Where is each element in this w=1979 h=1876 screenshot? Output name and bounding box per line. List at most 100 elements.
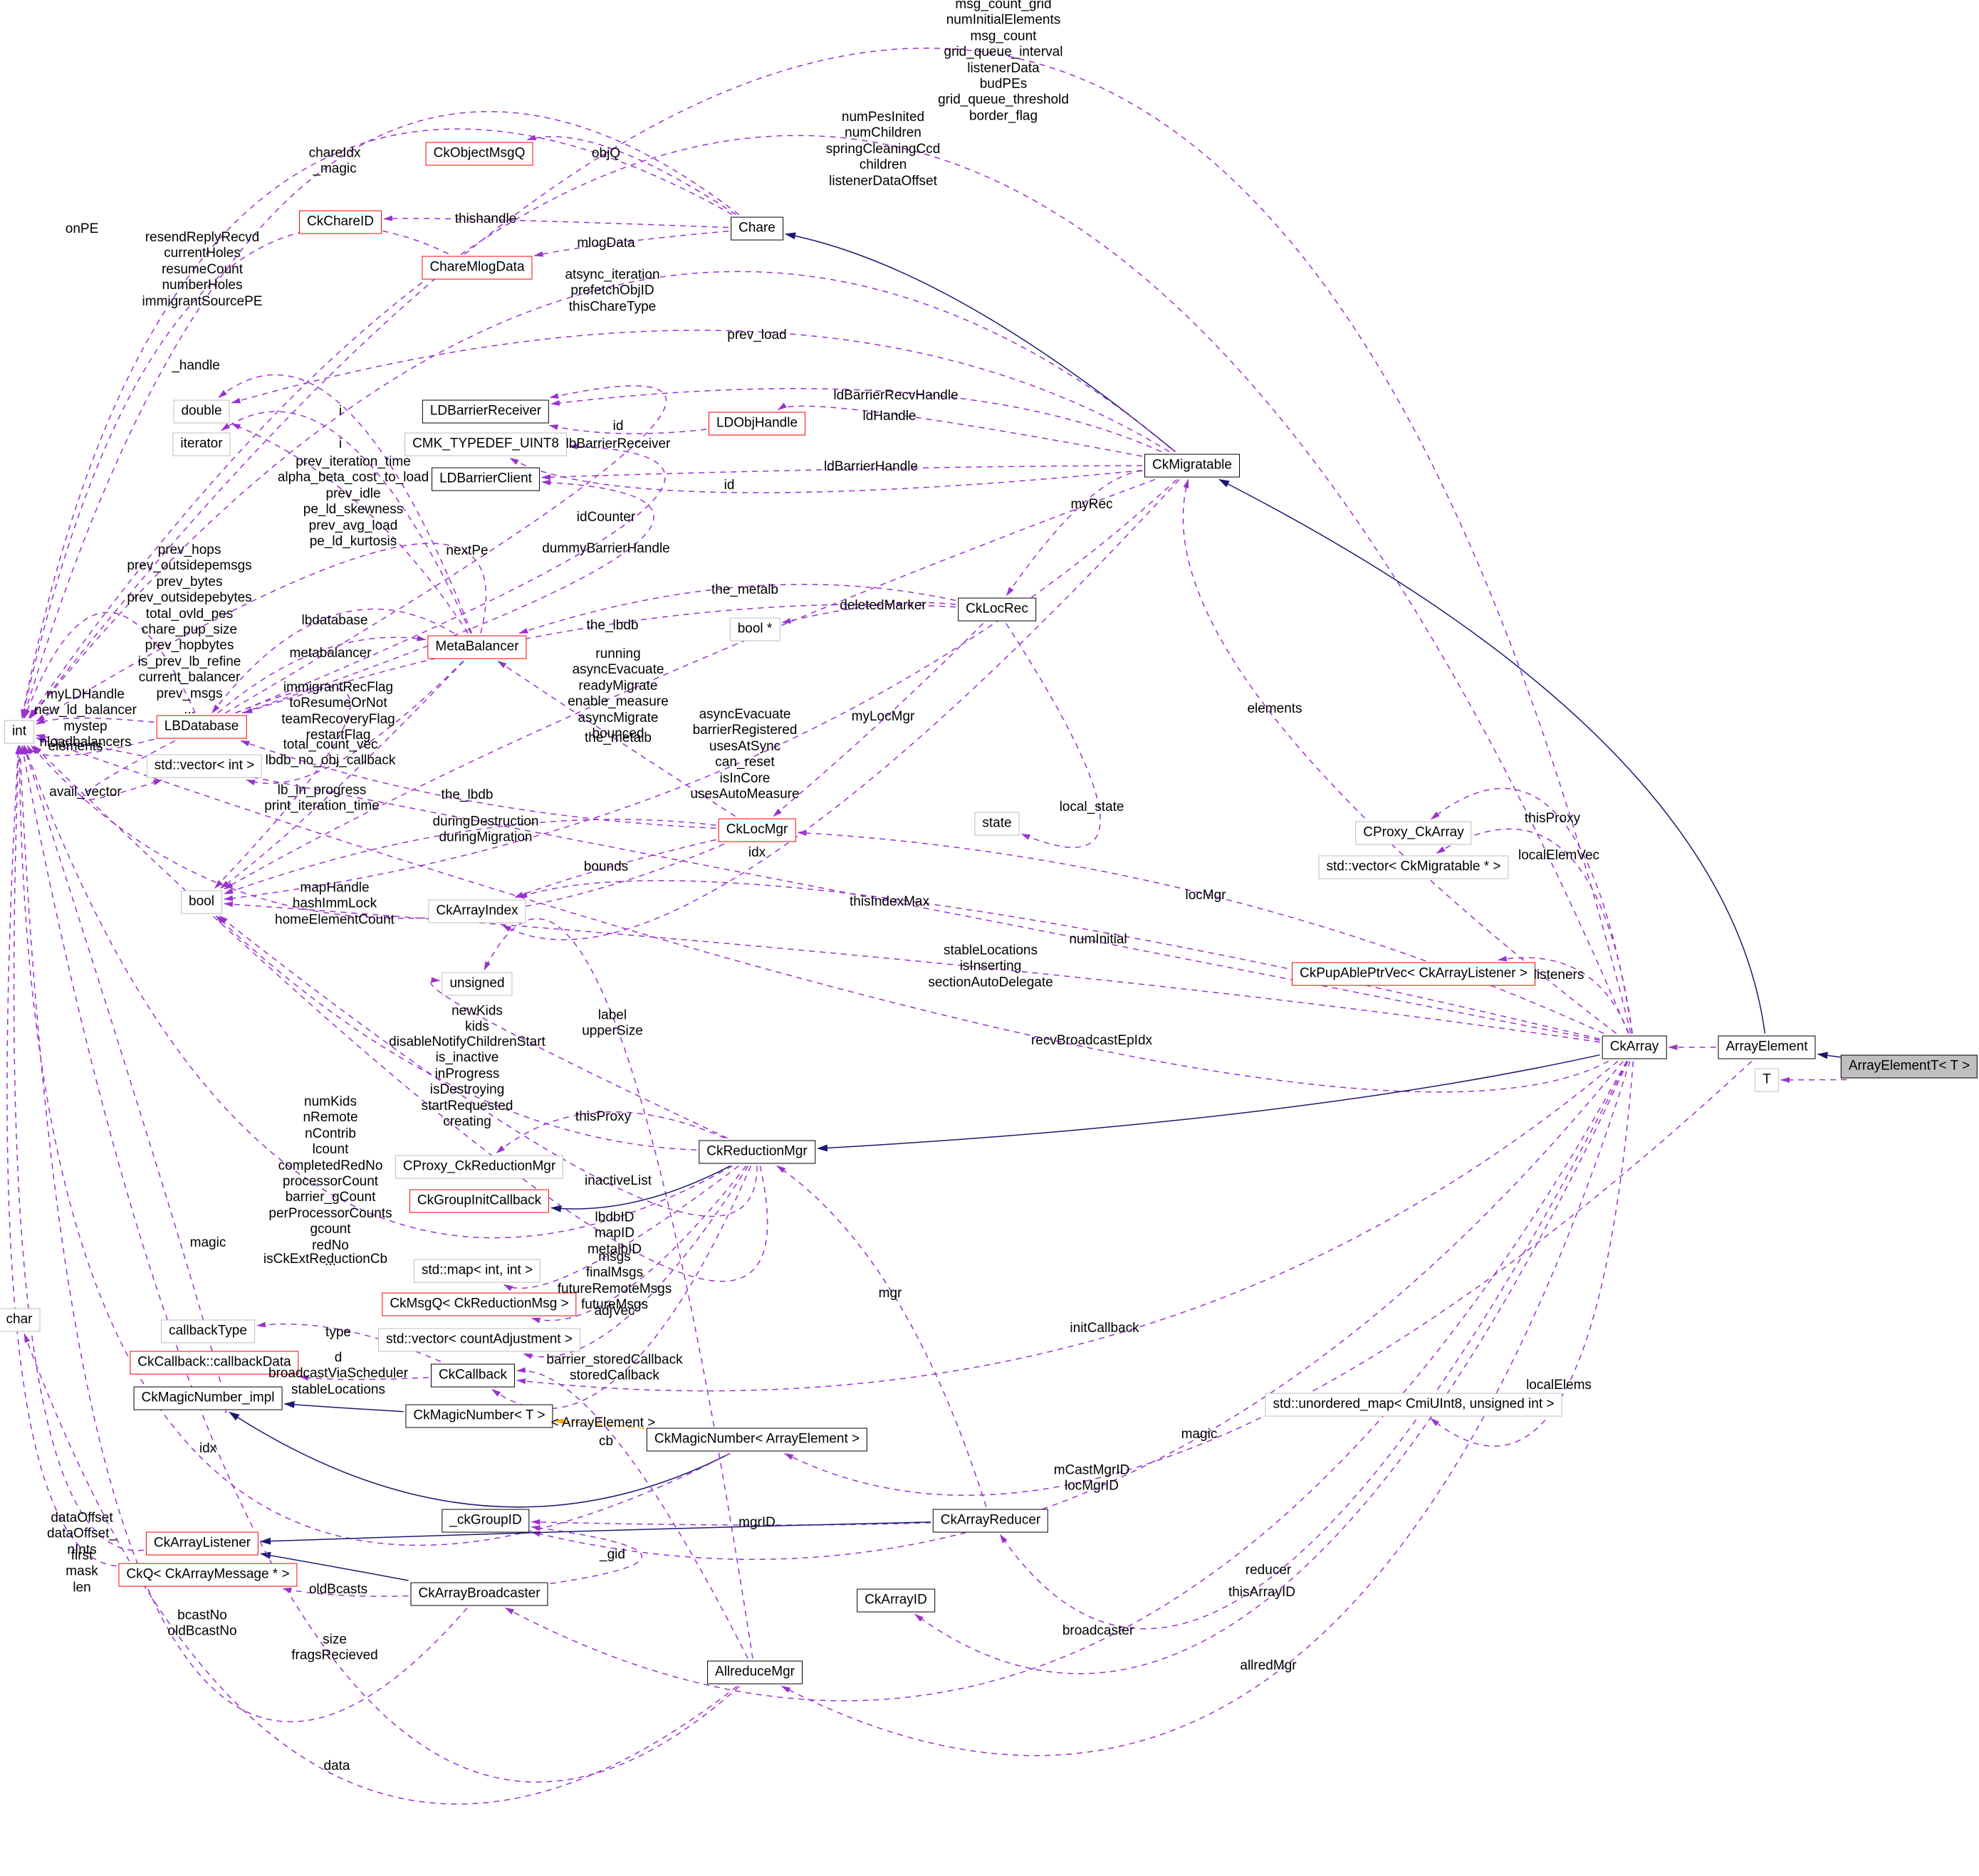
edge-cklocrec-to-cklocmgr <box>773 622 984 817</box>
edge-arrayelement-to-ckmigratable <box>1218 478 1766 1034</box>
edge-ckarray-to-ckcallback <box>516 1060 1619 1392</box>
class-node-int[interactable]: int <box>4 720 35 744</box>
edge-ckarray-to-cklocmgr <box>797 830 1604 1034</box>
class-node-charemlogdata[interactable]: ChareMlogData <box>422 256 533 280</box>
class-node-double[interactable]: double <box>173 399 230 424</box>
class-node-ckgroupid[interactable]: _ckGroupID <box>442 1509 530 1533</box>
class-node-ldbarrierclient[interactable]: LDBarrierClient <box>432 467 540 491</box>
edge-ckmagicae-to-ckmagicimpl <box>229 1411 731 1508</box>
edge-chare-to-ckobjectmsgq <box>526 135 736 216</box>
class-node-t[interactable]: T <box>1755 1068 1779 1092</box>
class-node-ckmigratable[interactable]: CkMigratable <box>1144 454 1240 478</box>
edge-ckarrayreducer-to-ckarraylistener <box>260 1521 931 1545</box>
edge-lbdatabase-to-ldbarrierreceiver <box>225 385 667 714</box>
edge-cklocmgr-to-metabalancer <box>497 660 736 817</box>
class-node-ldobjhandle[interactable]: LDObjHandle <box>708 412 806 436</box>
edge-ckarraybroadcaster-to-ckq <box>282 1587 409 1597</box>
edge-ckreductionmgr-to-int <box>24 745 733 1239</box>
class-node-ckmsgq[interactable]: CkMsgQ< CkReductionMsg > <box>382 1292 577 1316</box>
class-node-ckobjectmsgq[interactable]: CkObjectMsgQ <box>425 142 533 166</box>
edge-cklocmgr-to-bool <box>224 819 716 895</box>
edge-ckmigratable-to-chare <box>785 232 1176 453</box>
edge-metabalancer-to-bool <box>220 660 464 889</box>
class-node-ckgroupinit[interactable]: CkGroupInitCallback <box>409 1189 550 1213</box>
edge-ckmagicimpl-to-int <box>23 745 227 1413</box>
class-node-mapintint[interactable]: std::map< int, int > <box>413 1259 541 1283</box>
class-node-ckarrayreducer[interactable]: CkArrayReducer <box>932 1509 1049 1533</box>
class-node-ckchareid[interactable]: CkChareID <box>299 210 382 234</box>
class-node-cmk[interactable]: CMK_TYPEDEF_UINT8 <box>404 432 567 456</box>
edge-ckarraylistener-to-int <box>13 745 145 1551</box>
class-node-lbdatabase[interactable]: LBDatabase <box>156 715 247 739</box>
edge-ckreductionmgr-to-int <box>33 745 768 1282</box>
class-node-metabalancer[interactable]: MetaBalancer <box>427 635 527 659</box>
class-node-ckreductionmgr[interactable]: CkReductionMgr <box>699 1140 815 1164</box>
class-node-ckpupable[interactable]: CkPupAblePtrVec< CkArrayListener > <box>1292 962 1535 986</box>
class-node-unsigned[interactable]: unsigned <box>442 972 513 996</box>
class-node-cklocmgr[interactable]: CkLocMgr <box>718 818 796 842</box>
edge-chare-to-ckchareid <box>383 215 729 229</box>
edge-ckarray-to-ckarrayreducer <box>999 1061 1628 1630</box>
edge-ckarray-to-unorderedmap <box>1430 1061 1634 1447</box>
class-node-cproxyred[interactable]: CProxy_CkReductionMgr <box>395 1155 564 1179</box>
edge-metabalancer-to-lbdatabase <box>212 608 454 714</box>
class-node-callbacktype[interactable]: callbackType <box>161 1319 255 1343</box>
edge-ckmigratable-to-cmk <box>509 457 1143 493</box>
class-node-cklocrec[interactable]: CkLocRec <box>958 597 1036 622</box>
class-node-vectorcount[interactable]: std::vector< countAdjustment > <box>378 1328 580 1352</box>
edge-ldobjhandle-to-ldbarrierreceiver <box>548 424 707 434</box>
class-node-ckarraylistener[interactable]: CkArrayListener <box>145 1531 259 1556</box>
edge-ckmigratable-to-bool <box>224 478 1155 890</box>
class-node-boolptr[interactable]: bool * <box>729 617 780 641</box>
edge-lbdatabase-to-bool <box>214 686 351 889</box>
class-node-state[interactable]: state <box>974 812 1020 836</box>
edge-allreducemgr-to-int <box>21 745 740 1783</box>
edge-ckarray-to-int <box>36 734 1600 1042</box>
edge-cklocrec-to-metabalancer <box>518 584 956 634</box>
class-node-bool[interactable]: bool <box>181 890 222 914</box>
edge-ckarray-to-ckarrayid <box>914 1061 1629 1675</box>
class-node-char[interactable]: char <box>0 1308 41 1332</box>
class-node-ckmagict[interactable]: CkMagicNumber< T > <box>405 1404 553 1428</box>
class-node-ckarraybroadcaster[interactable]: CkArrayBroadcaster <box>410 1582 548 1606</box>
edge-ckarray-to-ckarraybroadcaster <box>504 1061 1627 1702</box>
edge-ckarraybroadcaster-to-int <box>17 745 468 1723</box>
class-node-ckcallback[interactable]: CkCallback <box>430 1363 516 1388</box>
class-node-ckmagicimpl[interactable]: CkMagicNumber_impl <box>133 1386 283 1410</box>
edge-metabalancer-to-double <box>231 423 469 634</box>
class-node-ckarrayindex[interactable]: CkArrayIndex <box>428 899 526 923</box>
class-node-allreducemgr[interactable]: AllreduceMgr <box>707 1660 803 1684</box>
class-node-vectormig[interactable]: std::vector< CkMigratable * > <box>1318 855 1509 879</box>
edge-arrayelement-to-ckmagicae <box>783 1060 1753 1496</box>
edge-ckreductionmgr-to-ckmsgq <box>531 1165 747 1324</box>
edge-ckarrayreducer-to-ckreductionmgr <box>776 1165 987 1507</box>
edge-ckarray-to-allreducemgr <box>780 1061 1631 1756</box>
edge-ckarray-to-ckgroupid <box>531 1061 1624 1560</box>
class-node-chare[interactable]: Chare <box>731 216 783 241</box>
edge-ckmigratable-to-ckarrayindex <box>501 478 1180 940</box>
class-node-ldbarrierreceiver[interactable]: LDBarrierReceiver <box>422 399 550 424</box>
class-node-ckarray[interactable]: CkArray <box>1602 1035 1667 1059</box>
edge-ckarray-to-ckarrayindex <box>518 880 1600 1040</box>
edge-ckmagicae-to-ckmagict <box>554 1418 645 1430</box>
edge-ckmigratable-to-ldbarrierreceiver <box>550 388 1162 453</box>
edge-ckarray-to-int <box>29 47 1631 1034</box>
class-node-unorderedmap[interactable]: std::unordered_map< CmiUInt8, unsigned i… <box>1265 1393 1562 1417</box>
class-node-iterator[interactable]: iterator <box>172 432 231 456</box>
edge-ckarray-to-ckmigratable <box>1182 478 1617 1034</box>
class-node-callbackdata[interactable]: CkCallback::callbackData <box>130 1351 299 1375</box>
class-node-vectorint[interactable]: std::vector< int > <box>146 754 263 778</box>
class-node-ckarrayid[interactable]: CkArrayID <box>857 1588 935 1613</box>
class-node-ckq[interactable]: CkQ< CkArrayMessage * > <box>118 1563 298 1587</box>
class-node-cproxyckarray[interactable]: CProxy_CkArray <box>1355 821 1472 845</box>
edge-chare-to-int <box>23 111 740 719</box>
edge-ckmigratable-to-cklocrec <box>1006 470 1143 597</box>
class-node-arrayelementt[interactable]: ArrayElementT< T > <box>1840 1054 1978 1079</box>
class-node-ckmagicae[interactable]: CkMagicNumber< ArrayElement > <box>646 1427 868 1452</box>
edge-cklocrec-to-state <box>1005 623 1101 849</box>
class-node-arrayelement[interactable]: ArrayElement <box>1718 1035 1816 1059</box>
edge-lbdatabase-to-int <box>36 717 155 725</box>
edge-lbdatabase-to-ldbarrierclient <box>241 479 654 714</box>
edge-ckreductionmgr-to-vectorcount <box>523 1165 749 1359</box>
